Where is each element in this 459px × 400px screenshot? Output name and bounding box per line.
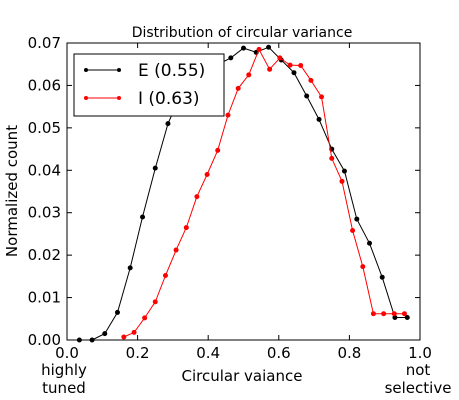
series-0-point <box>266 44 272 50</box>
series-1-point <box>162 273 168 279</box>
y-tick-label: 0.02 <box>28 246 61 264</box>
series-1-point <box>194 194 200 200</box>
series-1-point <box>298 62 304 68</box>
annotation-tuned: tuned <box>42 379 86 397</box>
legend-marker-0-end <box>117 68 121 72</box>
series-1-point <box>319 94 325 100</box>
series-1-point <box>204 172 210 178</box>
y-tick-label: 0.05 <box>28 119 61 137</box>
series-1-point <box>360 264 366 270</box>
x-tick-label: 0.2 <box>126 344 150 362</box>
series-1-point <box>142 315 148 321</box>
series-1-point <box>215 147 221 153</box>
series-1-point <box>391 311 397 317</box>
x-tick-label: 1.0 <box>408 344 432 362</box>
series-line-1 <box>123 48 405 338</box>
series-1-point <box>131 329 137 335</box>
series-0-point <box>316 116 322 122</box>
x-axis-label: Circular vaiance <box>182 367 303 385</box>
legend-label-1: I (0.63) <box>138 89 200 109</box>
series-1-point <box>339 178 345 184</box>
annotation-selective: selective <box>385 379 452 397</box>
series-0-point <box>152 165 158 171</box>
series-1-point <box>121 334 127 340</box>
series-0-point <box>404 315 410 321</box>
series-1-point <box>225 112 231 118</box>
series-1-point <box>256 46 262 52</box>
series-1-point <box>308 77 314 83</box>
y-tick-label: 0.04 <box>28 161 61 179</box>
series-0-point <box>102 331 108 337</box>
legend-marker-1-start <box>84 96 88 100</box>
series-0-point <box>354 216 360 222</box>
series-1-point <box>173 247 179 253</box>
series-0-point <box>140 214 146 220</box>
y-axis-label: Normalized count <box>3 125 21 257</box>
series-0-point <box>114 309 120 315</box>
series-1-point <box>246 72 252 78</box>
legend-marker-1-end <box>117 96 121 100</box>
x-axis-ticks: 0.0 0.2 0.4 0.6 0.8 1.0 <box>55 43 432 362</box>
series-1-point <box>370 311 376 317</box>
x-tick-label: 0.4 <box>196 344 220 362</box>
series-0-point <box>127 265 133 271</box>
series-1-point <box>267 66 273 72</box>
y-tick-label: 0.00 <box>28 331 61 349</box>
legend-box <box>73 53 225 117</box>
series-0-point <box>241 45 246 51</box>
annotation-highly: highly <box>41 361 87 379</box>
series-layer <box>76 44 410 343</box>
chart-title: Distribution of circular variance <box>132 25 353 41</box>
series-0-point <box>367 240 373 246</box>
x-tick-label: 0.8 <box>337 344 361 362</box>
plot-frame <box>66 42 421 341</box>
series-0-point <box>341 168 347 174</box>
series-0-point <box>165 121 171 127</box>
legend-marker-0-start <box>84 68 88 72</box>
series-1-point <box>329 155 335 161</box>
y-tick-label: 0.01 <box>28 289 61 307</box>
annotation-not: not <box>406 361 431 379</box>
y-tick-label: 0.07 <box>28 34 61 52</box>
series-0-point <box>304 93 310 99</box>
x-tick-label: 0.0 <box>55 344 79 362</box>
legend-label-0: E (0.55) <box>138 61 205 81</box>
series-1-point <box>277 55 283 61</box>
series-0-point <box>228 55 234 61</box>
series-1-point <box>350 228 356 234</box>
series-0-point <box>379 274 385 280</box>
series-1-point <box>287 62 293 68</box>
series-1-point <box>152 299 158 305</box>
series-0-point <box>291 70 297 76</box>
series-1-point <box>381 311 387 317</box>
series-1-point <box>401 311 407 317</box>
series-0-point <box>392 315 398 321</box>
y-tick-label: 0.03 <box>28 204 61 222</box>
y-tick-label: 0.06 <box>28 76 61 94</box>
legend: E (0.55) I (0.63) <box>73 53 225 117</box>
x-tick-label: 0.6 <box>267 344 291 362</box>
series-1-point <box>183 225 189 231</box>
series-1-point <box>235 85 241 91</box>
